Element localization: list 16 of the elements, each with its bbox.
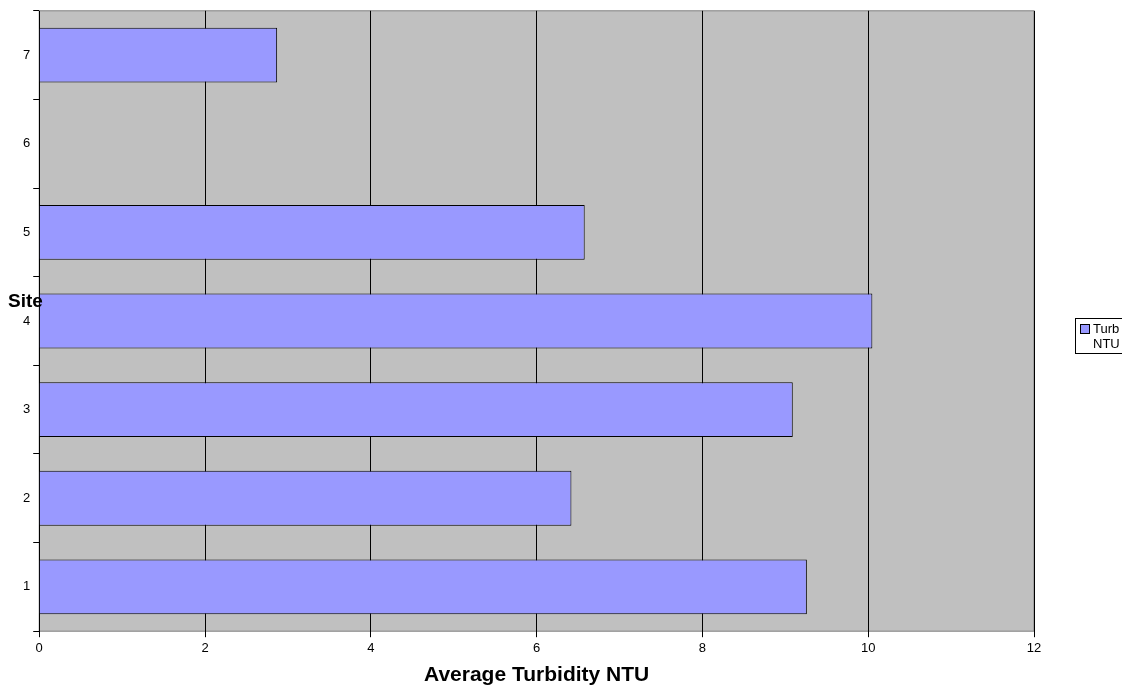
x-axis-title: Average Turbidity NTU (424, 662, 650, 686)
y-tick-label: 7 (23, 46, 31, 62)
y-tick-label: 5 (23, 223, 31, 239)
y-tick-label: 6 (23, 135, 31, 151)
x-tick-label: 0 (35, 639, 43, 655)
x-tick-label: 6 (533, 639, 541, 655)
x-tick-label: 4 (367, 639, 375, 655)
x-tick-label: 2 (201, 639, 209, 655)
y-tick-label: 2 (23, 489, 31, 505)
y-tick-label: 4 (23, 312, 31, 328)
x-tick-label: 12 (1026, 639, 1042, 655)
y-tick-label: 3 (23, 401, 31, 417)
x-tick-label: 10 (860, 639, 876, 655)
y-tick-label: 1 (23, 578, 31, 594)
legend-label: Turb NTU (1093, 321, 1121, 351)
x-tick-label: 8 (698, 639, 707, 655)
